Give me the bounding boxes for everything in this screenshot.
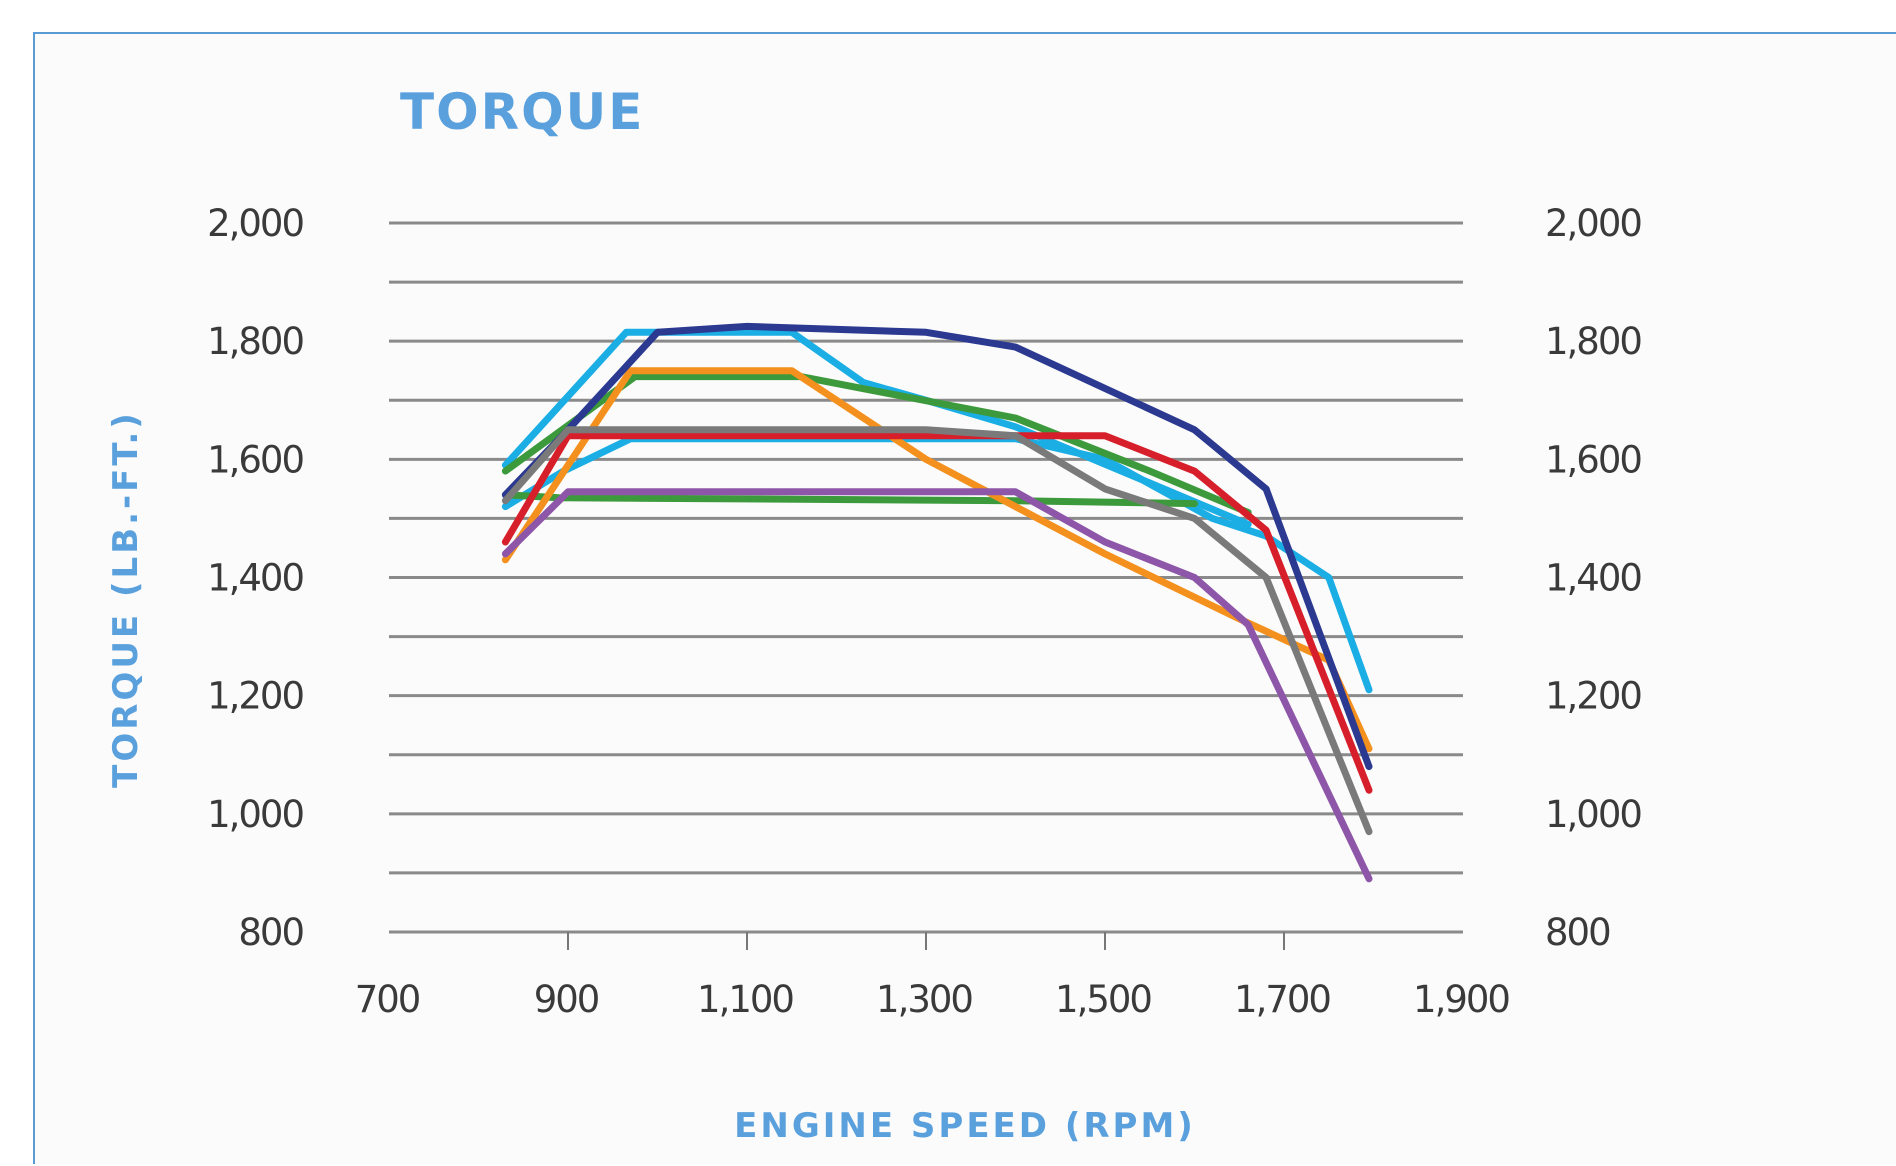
x-tick-label: 1,300 xyxy=(876,978,972,1021)
y-tick-label: 1,200 xyxy=(207,675,303,718)
y-tick-label-right: 1,800 xyxy=(1545,320,1641,363)
x-tick-label: 1,100 xyxy=(697,978,793,1021)
series-line-8 xyxy=(501,426,1373,836)
series-line-1 xyxy=(501,435,1373,694)
chart-title: TORQUE xyxy=(400,83,644,141)
x-tick-label: 1,500 xyxy=(1055,978,1151,1021)
y-tick-label: 1,000 xyxy=(207,793,303,836)
x-tick-label: 1,900 xyxy=(1413,978,1509,1021)
y-tick-label-right: 1,000 xyxy=(1545,793,1641,836)
series-line-5 xyxy=(501,367,1373,753)
y-tick-labels-right: 800 1,000 1,200 1,400 1,600 1,800 2,000 xyxy=(1545,202,1643,954)
x-tick-label: 1,700 xyxy=(1234,978,1330,1021)
gridlines xyxy=(389,221,1463,934)
series-line-2 xyxy=(501,328,1252,528)
y-tick-label-right: 2,000 xyxy=(1545,202,1641,245)
y-tick-label: 2,000 xyxy=(207,202,303,245)
y-tick-label: 800 xyxy=(238,911,303,954)
x-tick-label: 900 xyxy=(534,978,599,1021)
x-tick-labels: 700 900 1,100 1,300 1,500 1,700 1,900 xyxy=(355,978,1512,1021)
series-line-6 xyxy=(501,322,1373,771)
series-line-9 xyxy=(501,488,1373,883)
y-tick-label: 1,600 xyxy=(207,438,303,481)
x-tick-label: 700 xyxy=(355,978,420,1021)
y-tick-label-right: 800 xyxy=(1545,911,1610,954)
y-tick-label: 1,400 xyxy=(207,557,303,600)
series-line-7 xyxy=(501,432,1373,794)
series-line-4 xyxy=(501,491,1198,508)
x-tick-marks xyxy=(567,932,1285,950)
x-axis-title: ENGINE SPEED (RPM) xyxy=(734,1106,1196,1146)
y-tick-label-right: 1,600 xyxy=(1545,438,1641,481)
y-tick-labels-left: 800 1,000 1,200 1,400 1,600 1,800 2,000 xyxy=(207,202,305,954)
series-layer xyxy=(501,322,1373,883)
y-tick-label: 1,800 xyxy=(207,320,303,363)
chart-panel: 800 1,000 1,200 1,400 1,600 1,800 2,000 800 1,0… xyxy=(33,32,1896,1164)
y-axis-title: TORQUE (LB.-FT.) xyxy=(106,410,146,788)
torque-chart: 800 1,000 1,200 1,400 1,600 1,800 2,000 800 1,0… xyxy=(106,83,1643,1146)
y-tick-label-right: 1,400 xyxy=(1545,557,1641,600)
y-tick-label-right: 1,200 xyxy=(1545,675,1641,718)
